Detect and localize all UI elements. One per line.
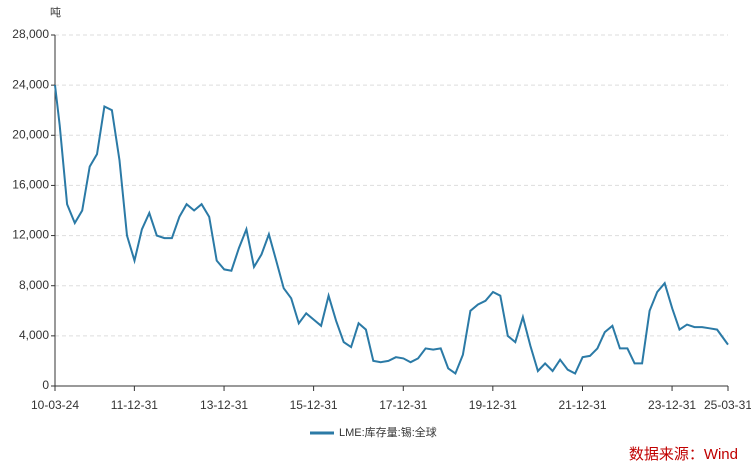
x-tick-label: 23-12-31	[648, 398, 696, 412]
x-tick-label: 21-12-31	[558, 398, 606, 412]
x-tick-label: 13-12-31	[200, 398, 248, 412]
x-tick-label: 17-12-31	[379, 398, 427, 412]
legend-label: LME:库存量:锡:全球	[339, 425, 437, 439]
y-tick-label: 12,000	[12, 228, 49, 242]
line-series	[54, 84, 729, 376]
y-tick-label: 8,000	[19, 278, 49, 292]
x-tick-label: 25-03-31	[704, 398, 751, 412]
x-tick-label: 19-12-31	[469, 398, 517, 412]
x-tick-label: 11-12-31	[111, 398, 158, 412]
y-tick-label: 16,000	[12, 178, 49, 192]
x-tick-label: 15-12-31	[290, 398, 338, 412]
y-tick-label: 28,000	[12, 27, 49, 41]
x-tick-label: 10-03-24	[31, 398, 79, 412]
y-tick-label: 20,000	[12, 127, 49, 141]
y-tick-label: 4,000	[19, 328, 49, 342]
source-note: 数据来源：Wind	[629, 446, 738, 463]
y-tick-label: 24,000	[12, 77, 49, 91]
y-tick-label: 0	[42, 378, 49, 392]
y-unit: 吨	[50, 6, 61, 19]
